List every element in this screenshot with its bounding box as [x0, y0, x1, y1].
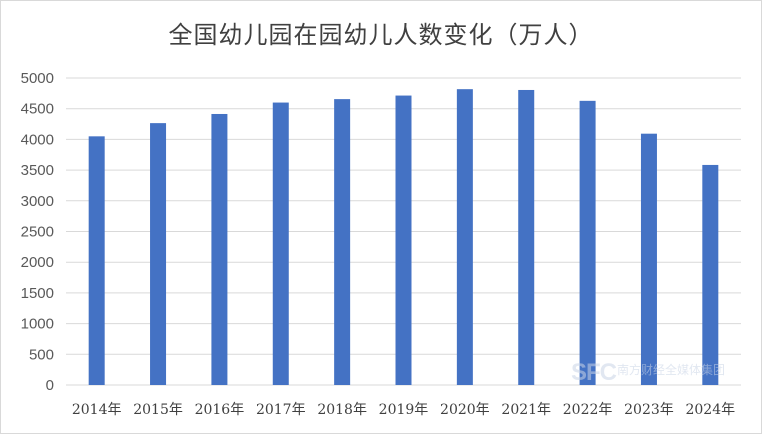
x-axis-ticks: 2014年 2015年 2016年 2017年 2018年 2019年 2020年 2021年… — [72, 402, 735, 418]
x-tick-label: 2015年 — [133, 402, 183, 418]
bar-2019年 — [395, 95, 412, 386]
bar-2016年 — [211, 113, 228, 385]
bar-2022年 — [579, 100, 596, 386]
x-tick-label: 2014年 — [72, 402, 122, 418]
x-tick-label: 2021年 — [501, 402, 551, 418]
chart-title: 全国幼儿园在园幼儿人数变化（万人） — [168, 21, 594, 49]
y-tick-label: 1500 — [21, 285, 54, 302]
bar-2014年 — [88, 136, 105, 385]
x-tick-label: 2019年 — [379, 402, 429, 418]
x-tick-label: 2023年 — [624, 402, 674, 418]
y-tick-label: 2500 — [21, 224, 54, 241]
y-tick-label: 5000 — [21, 70, 54, 87]
y-tick-label: 4500 — [21, 101, 54, 118]
bar-2024年 — [702, 164, 719, 385]
y-tick-label: 3000 — [21, 193, 54, 210]
y-tick-label: 0 — [46, 377, 54, 394]
x-tick-label: 2020年 — [440, 402, 490, 418]
x-tick-label: 2022年 — [563, 402, 613, 418]
y-tick-label: 2000 — [21, 254, 54, 271]
bar-2018年 — [334, 99, 351, 386]
y-tick-label: 3500 — [21, 162, 54, 179]
bar-2021年 — [518, 89, 535, 386]
x-tick-label: 2018年 — [317, 402, 367, 418]
y-tick-label: 4000 — [21, 131, 54, 148]
bar-2017年 — [272, 102, 289, 385]
x-tick-label: 2016年 — [195, 402, 245, 418]
y-axis-ticks: 0 500 1000 1500 2000 2500 3000 3500 4000 4500 5000 — [21, 70, 54, 394]
x-tick-label: 2017年 — [256, 402, 306, 418]
bars — [88, 89, 719, 386]
y-tick-label: 500 — [29, 346, 54, 363]
y-tick-label: 1000 — [21, 316, 54, 333]
bar-2015年 — [150, 123, 167, 385]
bar-2023年 — [640, 133, 657, 385]
bar-2020年 — [456, 89, 473, 385]
x-tick-label: 2024年 — [685, 402, 735, 418]
